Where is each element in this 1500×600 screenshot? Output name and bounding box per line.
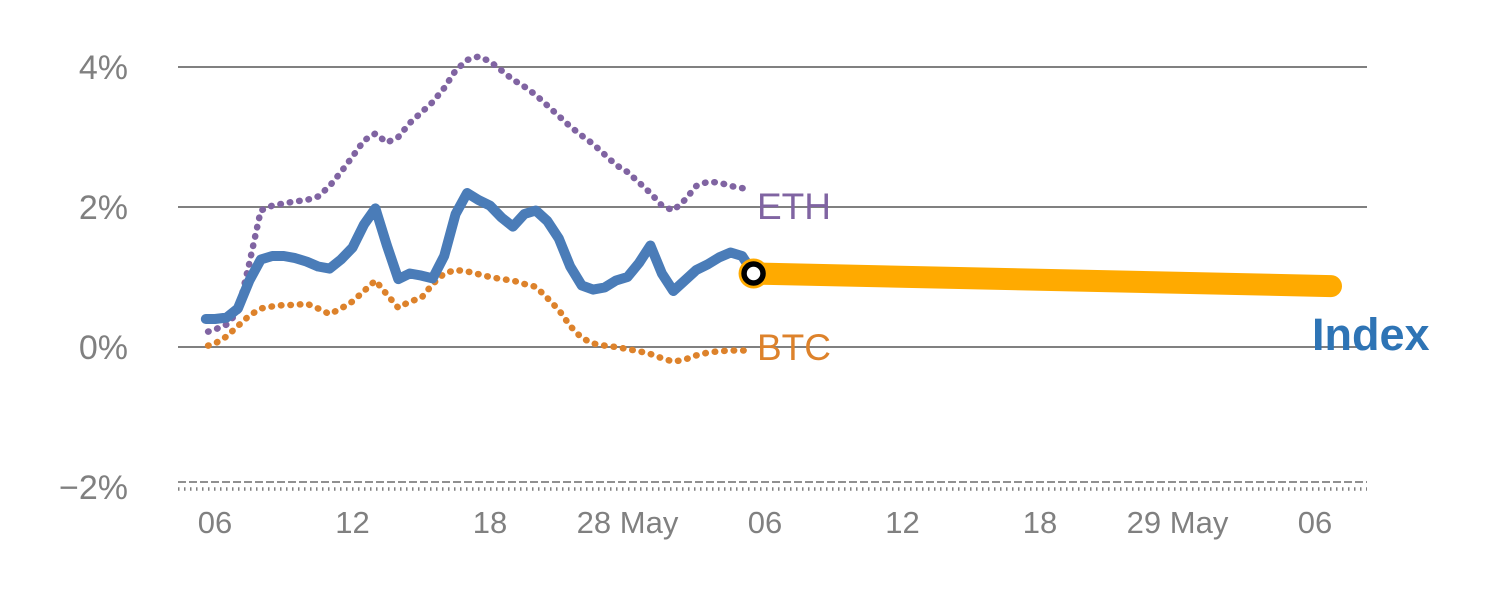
x-tick-label: 18 [473, 505, 507, 540]
x-tick-label: 06 [1298, 505, 1332, 540]
x-tick-label: 18 [1023, 505, 1057, 540]
x-tick-label: 06 [748, 505, 782, 540]
btc-line [204, 266, 753, 365]
index-series-label: Index [1312, 309, 1430, 360]
y-tick-label: 0% [79, 329, 128, 367]
y-tick-label: −2% [59, 469, 128, 507]
btc-series-label: BTC [757, 327, 831, 368]
x-tick-label: 06 [198, 505, 232, 540]
index-line [200, 188, 759, 324]
endpoint-marker [741, 261, 766, 286]
x-tick-label: 29 May [1127, 505, 1229, 540]
eth-line [204, 53, 753, 335]
eth-series-label: ETH [757, 186, 831, 227]
y-tick-label: 2% [79, 189, 128, 227]
index-forecast-band [742, 262, 1342, 298]
y-tick-label: 4% [79, 49, 128, 87]
x-tick-label: 12 [885, 505, 919, 540]
x-tick-label: 12 [335, 505, 369, 540]
x-tick-label: 28 May [577, 505, 679, 540]
